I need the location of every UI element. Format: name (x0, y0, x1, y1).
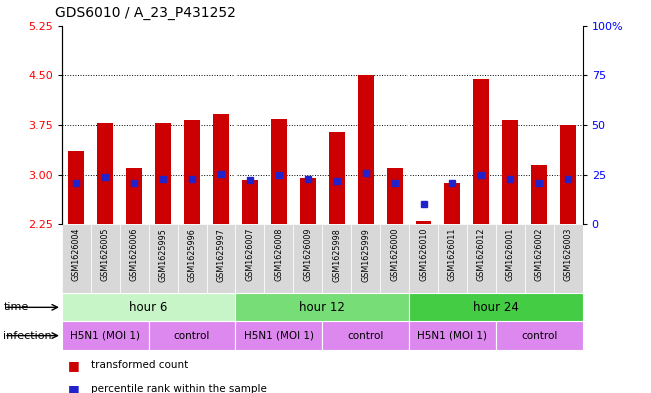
Text: hour 6: hour 6 (130, 301, 168, 314)
Bar (561, 125, 576, 224)
Text: transformed count: transformed count (91, 360, 188, 371)
Text: GSM1626010: GSM1626010 (419, 228, 428, 281)
FancyBboxPatch shape (206, 224, 236, 293)
Text: GSM1626002: GSM1626002 (534, 228, 544, 281)
FancyBboxPatch shape (496, 224, 525, 293)
FancyBboxPatch shape (322, 321, 409, 350)
FancyBboxPatch shape (120, 224, 148, 293)
FancyBboxPatch shape (148, 321, 236, 350)
Text: GSM1625999: GSM1625999 (361, 228, 370, 282)
Bar (503, 120, 518, 224)
Text: H5N1 (MOI 1): H5N1 (MOI 1) (244, 331, 314, 341)
FancyBboxPatch shape (554, 224, 583, 293)
Bar (126, 168, 142, 224)
Bar (68, 151, 84, 224)
Text: ■: ■ (68, 359, 80, 372)
Text: GSM1626001: GSM1626001 (506, 228, 515, 281)
Bar (387, 168, 402, 224)
FancyBboxPatch shape (294, 224, 322, 293)
Text: H5N1 (MOI 1): H5N1 (MOI 1) (417, 331, 488, 341)
Bar (357, 75, 374, 224)
FancyBboxPatch shape (62, 224, 90, 293)
FancyBboxPatch shape (322, 224, 351, 293)
FancyBboxPatch shape (525, 224, 554, 293)
FancyBboxPatch shape (409, 321, 496, 350)
FancyBboxPatch shape (90, 224, 120, 293)
FancyBboxPatch shape (380, 224, 409, 293)
Text: GSM1626004: GSM1626004 (72, 228, 81, 281)
Text: GSM1626000: GSM1626000 (390, 228, 399, 281)
Text: GSM1626008: GSM1626008 (274, 228, 283, 281)
Bar (271, 119, 287, 224)
Text: infection: infection (3, 331, 52, 341)
Text: GSM1625996: GSM1625996 (187, 228, 197, 282)
FancyBboxPatch shape (351, 224, 380, 293)
FancyBboxPatch shape (264, 224, 294, 293)
Bar (300, 178, 316, 224)
Bar (415, 221, 432, 224)
FancyBboxPatch shape (62, 293, 236, 321)
Text: GSM1626005: GSM1626005 (101, 228, 110, 281)
FancyBboxPatch shape (236, 224, 264, 293)
FancyBboxPatch shape (236, 321, 322, 350)
FancyBboxPatch shape (467, 224, 496, 293)
FancyBboxPatch shape (148, 224, 178, 293)
Text: GSM1626006: GSM1626006 (130, 228, 139, 281)
Text: GDS6010 / A_23_P431252: GDS6010 / A_23_P431252 (55, 6, 236, 20)
Bar (445, 183, 460, 224)
Text: control: control (348, 331, 384, 341)
Bar (155, 123, 171, 224)
Text: GSM1625998: GSM1625998 (332, 228, 341, 282)
Bar (184, 120, 200, 224)
Text: hour 24: hour 24 (473, 301, 519, 314)
FancyBboxPatch shape (236, 293, 409, 321)
Bar (97, 123, 113, 224)
Bar (242, 180, 258, 224)
Text: control: control (521, 331, 557, 341)
Text: GSM1626003: GSM1626003 (564, 228, 573, 281)
FancyBboxPatch shape (438, 224, 467, 293)
Bar (213, 114, 229, 224)
Text: GSM1625995: GSM1625995 (159, 228, 167, 282)
Text: time: time (3, 302, 29, 312)
Text: GSM1625997: GSM1625997 (217, 228, 225, 282)
FancyBboxPatch shape (178, 224, 206, 293)
Text: control: control (174, 331, 210, 341)
Text: hour 12: hour 12 (299, 301, 345, 314)
Bar (531, 165, 547, 224)
Text: GSM1626007: GSM1626007 (245, 228, 255, 281)
FancyBboxPatch shape (409, 224, 438, 293)
Text: GSM1626011: GSM1626011 (448, 228, 457, 281)
Text: ■: ■ (68, 382, 80, 393)
Bar (329, 132, 344, 224)
FancyBboxPatch shape (62, 321, 148, 350)
Text: GSM1626012: GSM1626012 (477, 228, 486, 281)
FancyBboxPatch shape (409, 293, 583, 321)
Bar (473, 79, 490, 224)
FancyBboxPatch shape (496, 321, 583, 350)
Text: percentile rank within the sample: percentile rank within the sample (91, 384, 267, 393)
Text: GSM1626009: GSM1626009 (303, 228, 312, 281)
Text: H5N1 (MOI 1): H5N1 (MOI 1) (70, 331, 140, 341)
